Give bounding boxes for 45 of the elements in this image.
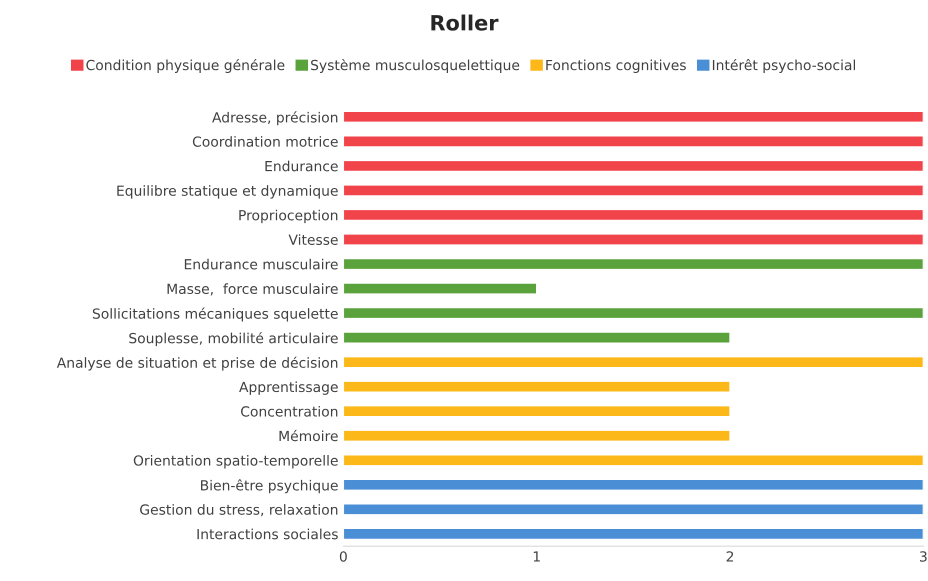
bar	[343, 233, 924, 246]
chart-title: Roller	[431, 14, 498, 31]
bar	[343, 331, 731, 344]
bar	[343, 405, 731, 418]
bar	[343, 478, 924, 492]
legend-label: Système musculosquelettique	[311, 58, 520, 73]
y-tick-label: Vitesse	[288, 234, 338, 245]
x-tick-label: 0	[340, 551, 347, 562]
y-tick-label: Proprioception	[239, 210, 338, 224]
bar	[343, 282, 538, 295]
legend-label: Condition physique générale	[86, 58, 284, 73]
y-tick-label: Adresse, précision	[212, 111, 338, 126]
bar	[343, 528, 924, 540]
bar	[343, 356, 924, 368]
y-tick-label: Interactions sociales	[197, 528, 338, 540]
bar	[343, 380, 731, 393]
y-tick-label: Concentration	[241, 406, 338, 417]
bar	[343, 160, 924, 172]
y-tick-label: Mémoire	[280, 430, 338, 442]
bar	[343, 503, 924, 516]
y-tick-label: Sollicitations mécaniques squelette	[92, 308, 338, 322]
bar	[343, 306, 924, 320]
bar	[343, 135, 924, 148]
y-tick-label: Masse, force musculaire	[168, 283, 338, 296]
bar	[343, 110, 924, 124]
legend-label: Fonctions cognitives	[546, 60, 686, 73]
y-tick-label: Orientation spatio-temporelle	[134, 455, 338, 468]
bar	[343, 454, 924, 466]
y-tick-label: Gestion du stress, relaxation	[140, 504, 338, 516]
y-tick-label: Bien-être psychique	[201, 479, 338, 494]
bar	[343, 430, 731, 442]
x-tick-label: 3	[920, 551, 927, 562]
y-tick-label: Coordination motrice	[192, 136, 338, 147]
x-tick-label: 2	[726, 551, 734, 562]
y-tick-label: Souplesse, mobilité articulaire	[129, 332, 338, 346]
bar	[343, 258, 924, 270]
y-tick-label: Analyse de situation et prise de décision	[56, 356, 338, 371]
y-tick-label: Apprentissage	[239, 381, 338, 395]
legend-label: Intérêt psycho-social	[712, 58, 856, 73]
x-tick-label: 1	[534, 551, 540, 562]
bar	[343, 184, 924, 197]
y-tick-label: Endurance	[265, 160, 338, 172]
y-tick-label: Endurance musculaire	[184, 258, 338, 270]
bar	[343, 208, 924, 222]
y-tick-label: Equilibre statique et dynamique	[117, 185, 338, 199]
